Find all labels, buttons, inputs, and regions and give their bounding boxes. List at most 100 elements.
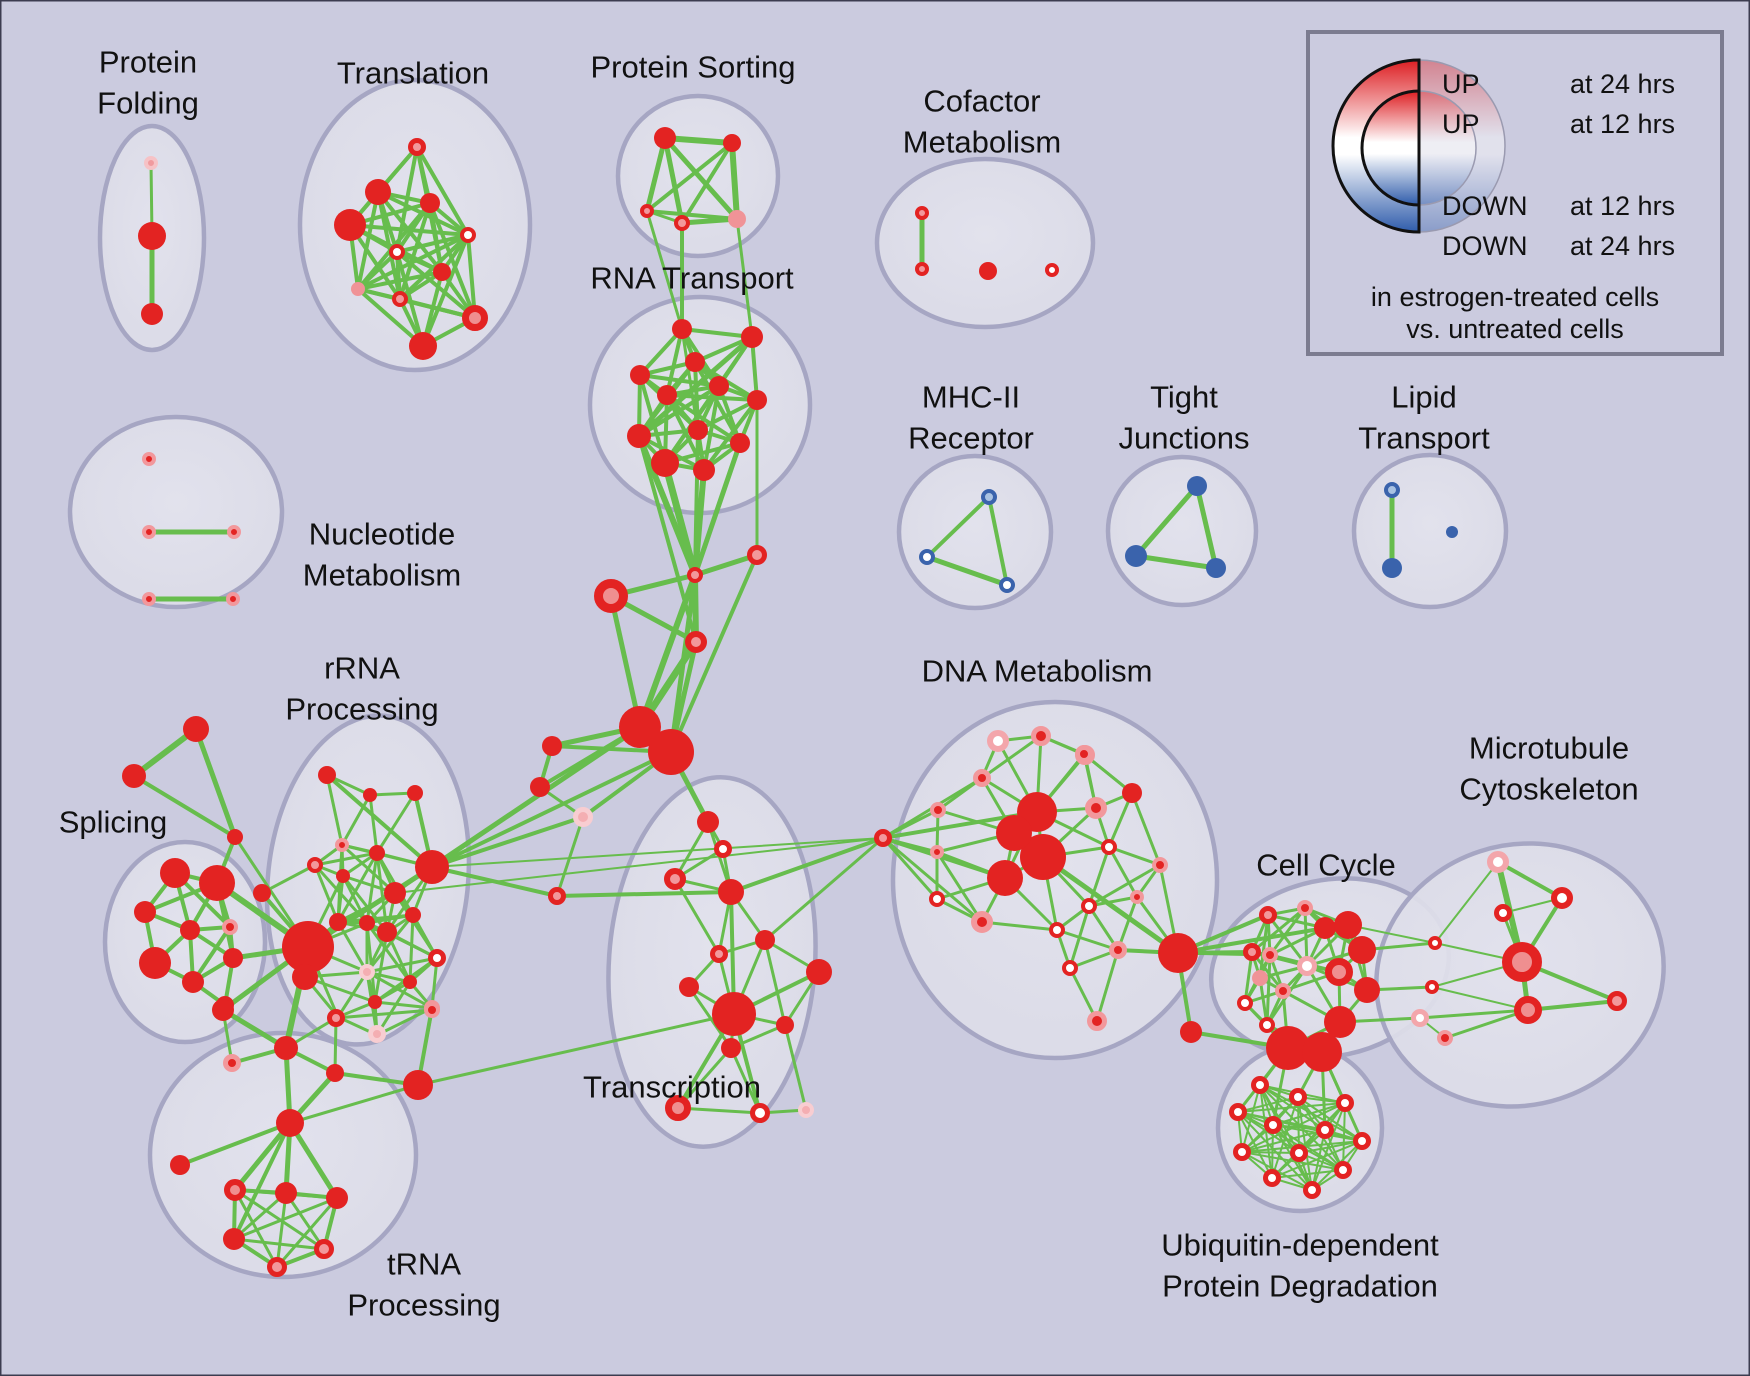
- node-ubiquitin-5: [1316, 1121, 1334, 1139]
- node-connectors-3: [685, 631, 707, 653]
- node-dna-metabolism-21: [1075, 745, 1093, 763]
- node-dna-metabolism-13: [930, 845, 944, 859]
- node-transcription-4: [710, 945, 728, 963]
- node-cofactor-metabolism-0: [915, 206, 929, 220]
- network-edge: [638, 373, 721, 388]
- network-edge: [132, 774, 237, 839]
- network-edge: [341, 874, 389, 934]
- node-rrna-processing-4: [307, 857, 323, 873]
- legend-row-3-direction: DOWN: [1442, 231, 1527, 261]
- network-edge: [1087, 895, 1139, 908]
- network-edge: [325, 773, 434, 869]
- node-tight-junctions-2: [1206, 558, 1226, 578]
- network-edge: [1271, 1169, 1344, 1179]
- node-connectors-0: [687, 567, 703, 583]
- network-edge: [1443, 1008, 1530, 1040]
- network-edge: [763, 938, 787, 1027]
- node-cell-cycle-12: [1259, 1017, 1275, 1033]
- network-edge: [696, 398, 759, 432]
- cluster-dna-metabolism-label-line0: DNA Metabolism: [922, 654, 1153, 689]
- network-edge: [1087, 845, 1111, 908]
- node-nucleotide-metabolism-1: [142, 525, 156, 539]
- network-edge: [1496, 860, 1564, 900]
- node-dna-metabolism-1: [987, 730, 1009, 752]
- network-edge: [1116, 895, 1139, 952]
- network-edge: [924, 554, 1010, 588]
- network-edge: [365, 956, 439, 974]
- node-rrna-processing-9: [329, 913, 347, 931]
- nodes-layer: [122, 127, 1627, 1277]
- node-nucleotide-metabolism-4: [226, 592, 240, 606]
- node-microtubule-8: [1411, 1009, 1429, 1027]
- network-edge: [1526, 999, 1619, 1012]
- network-edge: [1265, 953, 1272, 1027]
- node-transcription-2: [664, 868, 686, 890]
- node-dna-metabolism-22: [1087, 1011, 1107, 1031]
- node-trna-processing-1: [274, 1036, 298, 1060]
- node-dna-metabolism-17: [1049, 922, 1065, 938]
- node-rna-transport-10: [651, 449, 679, 477]
- node-connectors-4: [619, 706, 661, 748]
- node-rna-transport-5: [657, 385, 677, 405]
- network-edge: [1130, 791, 1162, 867]
- node-microtubule-6: [1428, 936, 1442, 950]
- node-translation-10: [409, 332, 437, 360]
- network-edge: [1237, 1102, 1346, 1113]
- node-dna-metabolism-6: [1122, 783, 1142, 803]
- legend-row-2-time: at 12 hrs: [1570, 191, 1675, 221]
- node-transcription-7: [806, 959, 832, 985]
- node-ubiquitin-0: [1251, 1076, 1269, 1094]
- node-dna-metabolism-24: [1062, 960, 1078, 976]
- network-edge: [645, 141, 734, 213]
- network-edge: [325, 773, 344, 847]
- node-cell-cycle-13: [1354, 977, 1380, 1003]
- node-microtubule-0: [1487, 851, 1509, 873]
- node-rrna-processing-6: [336, 869, 350, 883]
- node-splicing-3: [180, 920, 200, 940]
- network-edge: [373, 930, 389, 1004]
- node-ubiquitin-3: [1229, 1103, 1247, 1121]
- node-cofactor-metabolism-1: [915, 262, 929, 276]
- cluster-ubiquitin-label-line0: Ubiquitin-dependent: [1161, 1228, 1439, 1263]
- node-rrna-processing-5: [369, 845, 385, 861]
- node-cell-cycle-5: [1243, 943, 1261, 961]
- network-edge: [220, 1007, 289, 1051]
- node-rrna-processing-11: [377, 922, 397, 942]
- network-edge: [1237, 1111, 1363, 1142]
- legend-row-0-direction: UP: [1442, 69, 1480, 99]
- node-dna-metabolism-15: [971, 911, 993, 933]
- node-mhc2-receptor-2: [999, 577, 1015, 593]
- node-cell-cycle-4: [1348, 936, 1376, 964]
- cluster-tight-junctions-label-line0: Tight: [1150, 380, 1218, 415]
- node-rrna-processing-12: [405, 907, 421, 923]
- cluster-mhc2-receptor-ellipse: [896, 453, 1054, 611]
- network-edge: [431, 837, 884, 868]
- cluster-rna-transport-label-line0: RNA Transport: [590, 261, 794, 296]
- node-rna-transport-9: [730, 433, 750, 453]
- cluster-transcription-label-line0: Transcription: [583, 1070, 761, 1105]
- node-ubiquitin-1: [1289, 1088, 1307, 1106]
- network-edge: [608, 593, 643, 730]
- network-edge: [1266, 913, 1309, 968]
- node-connectors-5: [648, 729, 694, 775]
- node-transcription-9: [721, 1038, 741, 1058]
- node-cell-cycle-3: [1334, 911, 1362, 939]
- node-rrna-processing-1: [363, 788, 377, 802]
- node-triangle-1: [122, 764, 146, 788]
- node-microtubule-9: [1437, 1030, 1453, 1046]
- node-trna-processing-12: [326, 1187, 348, 1209]
- network-edge: [935, 850, 984, 924]
- network-edge: [340, 793, 372, 847]
- network-edge: [375, 791, 417, 855]
- network-edge: [680, 327, 706, 472]
- node-trna-processing-3: [327, 1009, 345, 1027]
- cluster-lipid-transport-label-line1: Transport: [1358, 421, 1490, 456]
- node-cell-cycle-6: [1262, 947, 1278, 963]
- network-edge: [735, 217, 754, 339]
- network-edge: [636, 334, 755, 439]
- node-connectors-8: [573, 807, 593, 827]
- node-cell-cycle-7: [1297, 956, 1317, 976]
- node-triangle-0: [183, 716, 209, 742]
- network-edge: [1176, 926, 1327, 955]
- node-dna-metabolism-12: [1101, 839, 1117, 855]
